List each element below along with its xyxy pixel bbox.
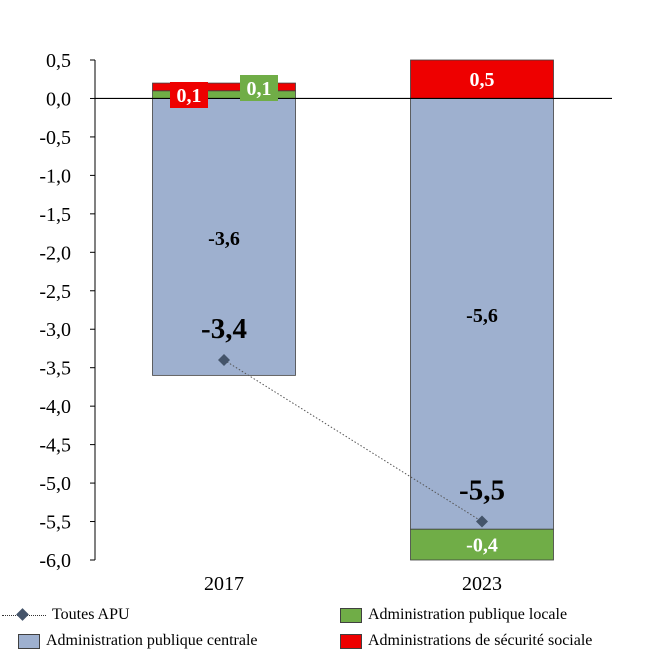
data-point-diamond [218,354,230,366]
legend-item-apu-centrale: Administration publique centrale [18,632,258,650]
y-tick-label: -3,0 [39,319,71,341]
data-label-securite-sociale: 0,1 [177,85,202,107]
y-tick-label: -3,5 [39,358,71,380]
bar-segment [152,82,296,92]
x-axis: 2017 2023 [204,573,502,595]
y-tick-label: -6,0 [39,550,71,572]
data-label-central: -5,6 [466,305,498,327]
y-tick-label: -2,0 [39,242,71,264]
legend-item-apu-locale: Administration publique locale [340,606,567,624]
y-tick-label: -1,5 [39,204,71,226]
bar-segment [152,98,296,376]
y-tick-label: 0,5 [46,50,71,72]
bars [152,59,554,561]
y-tick-label: -1,0 [39,165,71,187]
data-label-locale: -0,4 [466,535,498,557]
bar-segment [410,98,554,530]
data-label-locale-box [240,75,278,101]
y-tick-label: -4,5 [39,435,71,457]
y-tick-label: -4,0 [39,396,71,418]
data-point-diamond [476,515,488,528]
line-series [218,354,488,528]
legend-label: Administration publique locale [368,606,568,623]
data-label-securite-sociale-box [170,82,208,108]
legend-label: Toutes APU [52,606,130,623]
data-label-central: -3,6 [208,228,240,250]
legend-swatch [340,607,362,623]
x-category-label: 2017 [204,573,244,595]
legend-swatch [18,633,40,649]
legend-item-toutes-apu: Toutes APU [2,606,130,624]
y-axis: 0,5 0,0 -0,5 -1,0 -1,5 -2,0 -2,5 -3,0 -3,5 -4,0 -4… [39,50,96,572]
data-label-locale: 0,1 [247,78,272,100]
legend-item-asso: Administrations de sécurité sociale [340,632,592,650]
data-label-total: -3,4 [201,313,247,345]
y-tick-label: -2,5 [39,281,71,303]
legend-label: Administration publique centrale [46,632,258,649]
data-label-total: -5,5 [459,475,505,507]
data-labels: -3,4 -5,5 -3,6 -5,6 0,1 0,1 0,5 -0,4 [170,69,505,557]
legend-label: Administrations de sécurité sociale [368,632,593,649]
bar-segment [410,59,554,99]
data-label-securite-sociale: 0,5 [470,69,495,91]
y-tick-label: -0,5 [39,127,71,149]
bar-segment [410,528,554,561]
diamond-marker-icon [2,608,46,622]
y-tick-label: -5,0 [39,473,71,495]
y-tick-label: 0,0 [46,88,71,110]
x-category-label: 2023 [462,573,502,595]
y-tick-label: -5,5 [39,512,71,534]
legend-swatch [340,633,362,649]
